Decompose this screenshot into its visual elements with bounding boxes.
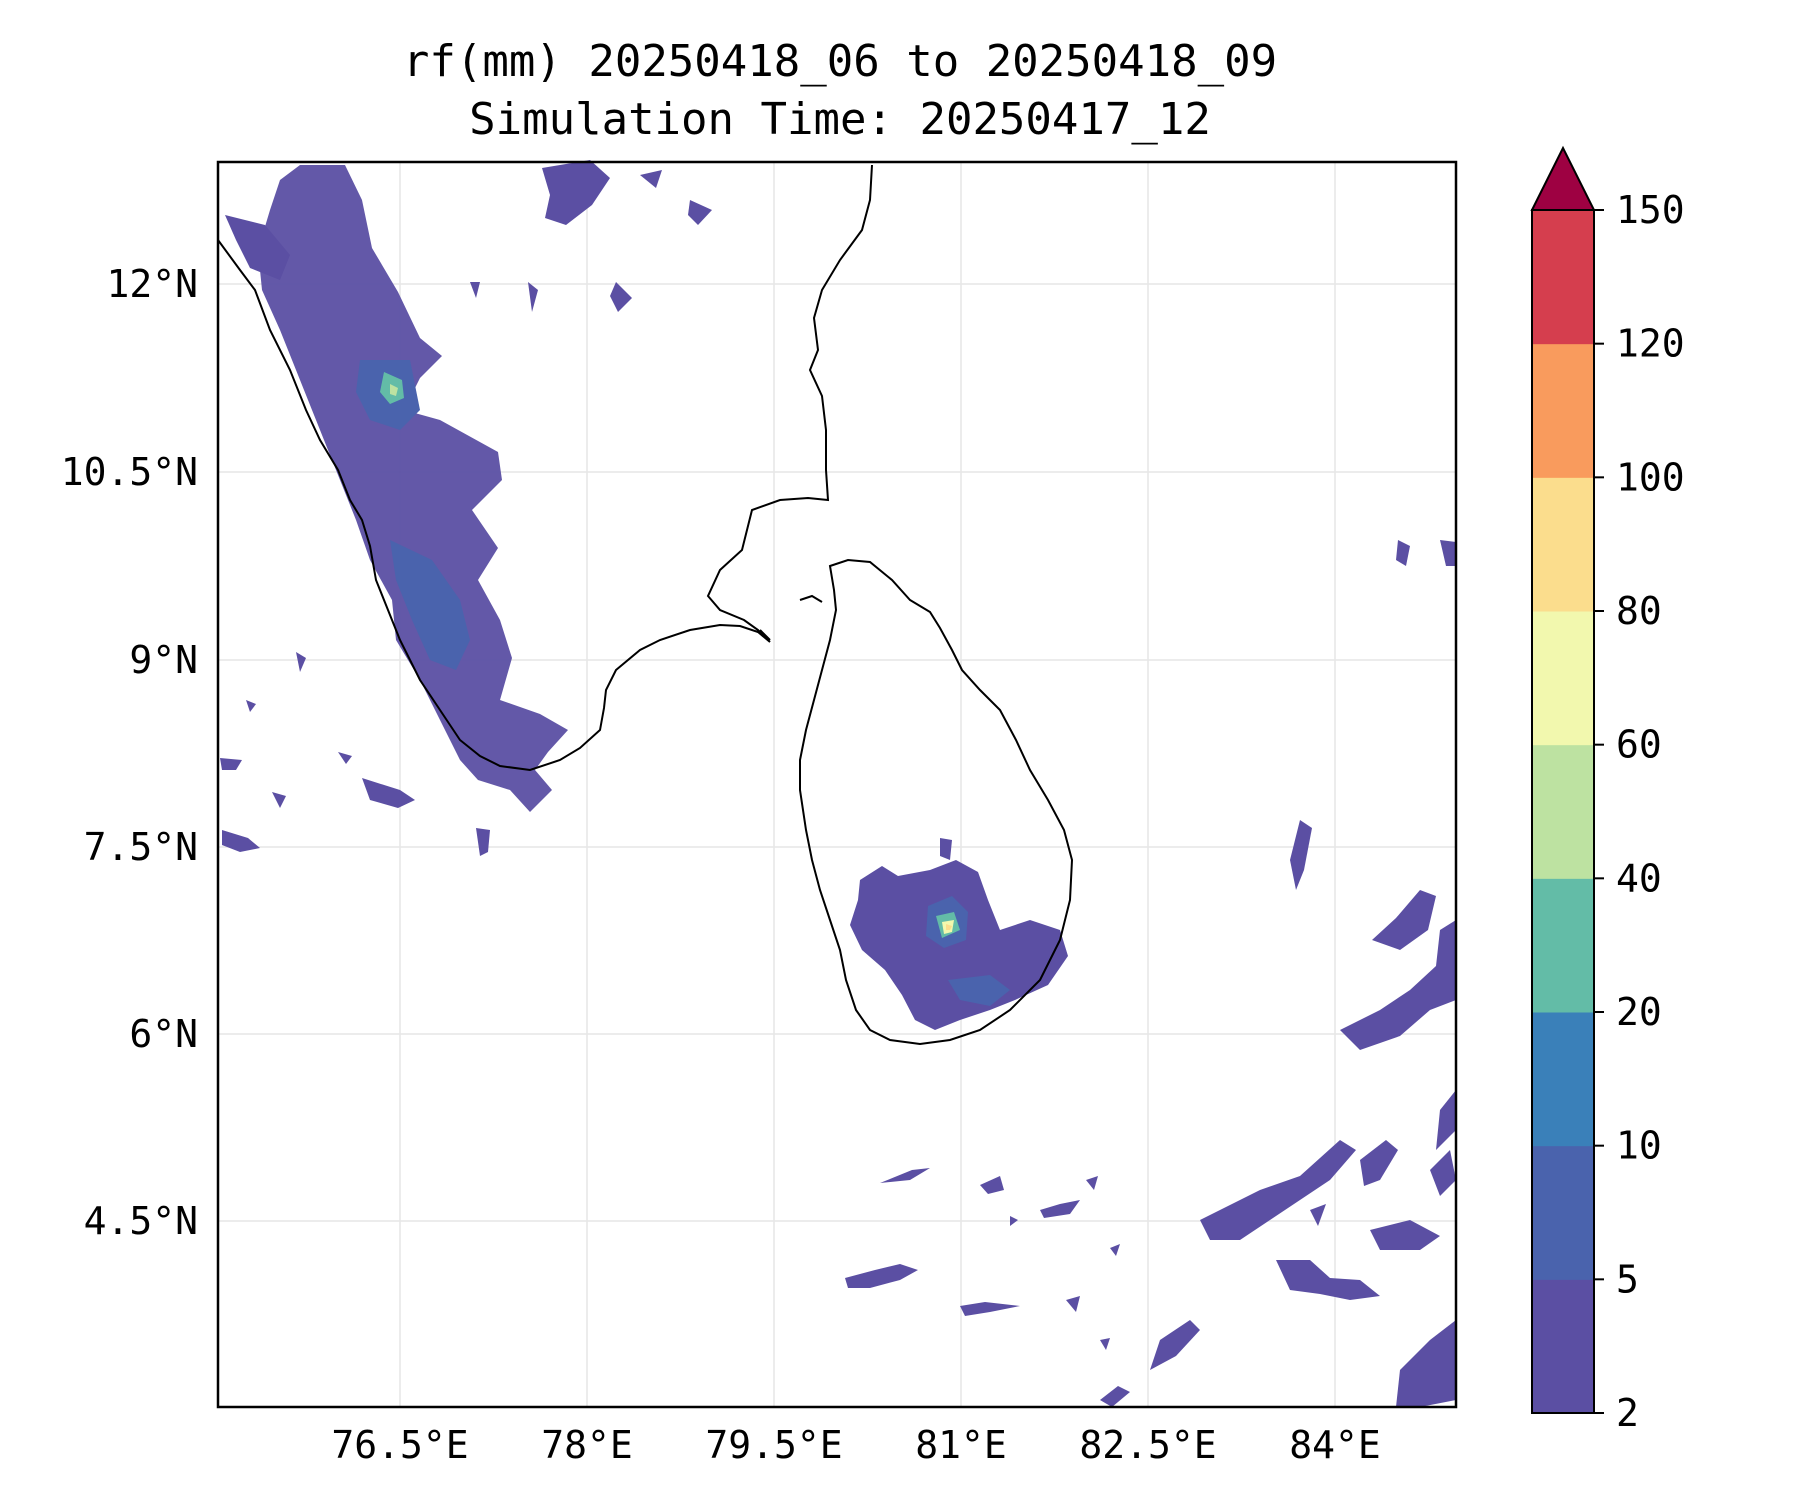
rain-bob-12	[1396, 1320, 1456, 1407]
x-tick-label: 76.5°E	[331, 1423, 468, 1467]
colorbar-tick-label: 100	[1616, 455, 1685, 499]
rainfall-contours	[220, 160, 1456, 1407]
rain-arabian-2	[220, 758, 242, 770]
coast-india-west	[217, 164, 873, 772]
rain-south-6	[1086, 1176, 1098, 1190]
rain-south-8	[1066, 1296, 1080, 1312]
y-tick-label: 12°N	[106, 262, 198, 306]
rain-north-2	[688, 200, 712, 225]
colorbar-tick-label: 120	[1616, 322, 1685, 366]
rain-south-9	[1100, 1338, 1110, 1350]
rain-bob-7	[1200, 1140, 1356, 1240]
rain-bob-4	[1372, 890, 1436, 950]
rain-western-ghats	[258, 165, 568, 812]
colorbar-tick-label: 20	[1616, 990, 1662, 1034]
colorbar-segment	[1532, 477, 1594, 612]
rain-south-7	[1010, 1216, 1018, 1226]
y-tick-label: 9°N	[129, 638, 198, 682]
coastlines	[217, 164, 1074, 1046]
rain-bob-13	[1100, 1386, 1130, 1407]
x-tick-label: 81°E	[915, 1423, 1007, 1467]
x-tick-label: 78°E	[541, 1423, 633, 1467]
rain-bob-11	[1370, 1220, 1440, 1250]
rain-south-1	[845, 1264, 918, 1288]
title-line-2: Simulation Time: 20250417_12	[469, 94, 1211, 145]
rain-arabian-6	[296, 652, 306, 672]
rain-bob-10	[1150, 1320, 1200, 1370]
rain-north-5	[528, 282, 538, 312]
rain-sri-lanka-south	[948, 975, 1010, 1006]
map-frame	[216, 160, 1458, 1409]
y-tick-label: 7.5°N	[84, 825, 198, 869]
rain-bob-14	[1430, 1150, 1456, 1196]
map-panel	[216, 160, 1458, 1409]
colorbar-segment	[1532, 210, 1594, 345]
y-axis: 12°N 10.5°N 9°N 7.5°N 6°N 4.5°N	[61, 262, 198, 1243]
x-tick-label: 82.5°E	[1079, 1423, 1216, 1467]
rain-arabian-3	[272, 792, 286, 808]
rain-north-4	[640, 170, 662, 188]
colorbar: 2 5 10 20 40 60 80 100 120 150	[1530, 145, 1685, 1435]
rain-arabian-1	[362, 778, 415, 808]
colorbar-segment	[1532, 1012, 1594, 1147]
rain-bob-15	[1310, 1204, 1326, 1226]
x-tick-label: 84°E	[1289, 1423, 1381, 1467]
colorbar-tick-label: 80	[1616, 589, 1662, 633]
rain-north-6	[470, 282, 480, 298]
rain-sri-lanka	[850, 860, 1068, 1030]
colorbar-tick-label: 2	[1616, 1391, 1639, 1435]
rain-south-2	[960, 1302, 1020, 1316]
rain-sri-lanka-peak	[946, 924, 952, 930]
rain-bob-9	[1276, 1260, 1380, 1300]
colorbar-tick-label: 5	[1616, 1257, 1639, 1301]
rain-ghats-lower	[390, 540, 470, 670]
x-axis: 76.5°E 78°E 79.5°E 81°E 82.5°E 84°E	[331, 1423, 1380, 1467]
rain-south-4	[980, 1176, 1004, 1194]
colorbar-segment	[1532, 343, 1594, 478]
coast-sri-lanka	[799, 558, 1074, 1046]
rain-bob-1	[1290, 820, 1312, 890]
colorbar-segment	[1532, 1279, 1594, 1414]
rain-bob-5	[1340, 920, 1456, 1050]
colorbar-tick-label: 10	[1616, 1124, 1662, 1168]
rain-south-3	[1040, 1200, 1080, 1218]
rain-arabian-8	[338, 752, 352, 764]
colorbar-extend-arrow	[1530, 145, 1596, 211]
colorbar-tick-label: 40	[1616, 856, 1662, 900]
rain-arabian-5	[476, 828, 490, 856]
y-tick-label: 6°N	[129, 1012, 198, 1056]
x-tick-label: 79.5°E	[705, 1423, 842, 1467]
coast-mannar	[759, 594, 823, 641]
rain-bob-2	[1396, 540, 1410, 566]
rain-arabian-4	[222, 830, 260, 852]
rain-north-3	[610, 282, 632, 312]
rain-sri-lanka-n	[940, 838, 952, 860]
rain-arabian-7	[246, 700, 256, 712]
rain-south-10	[1110, 1244, 1120, 1256]
colorbar-outline	[1531, 209, 1595, 1414]
colorbar-tick-label: 150	[1616, 188, 1685, 232]
colorbar-segment	[1532, 1145, 1594, 1280]
colorbar-tick-label: 60	[1616, 723, 1662, 767]
colorbar-segment	[1532, 878, 1594, 1013]
rain-south-5	[880, 1168, 930, 1183]
rain-bob-6	[1436, 1090, 1456, 1150]
rain-bob-3	[1440, 540, 1456, 566]
y-tick-label: 10.5°N	[61, 450, 198, 494]
colorbar-segment	[1532, 611, 1594, 746]
title-line-1: rf(mm) 20250418_06 to 20250418_09	[403, 36, 1277, 87]
rain-north-1	[542, 160, 610, 225]
rain-kerala-north	[225, 215, 290, 280]
rain-bob-8	[1360, 1140, 1398, 1186]
colorbar-segment	[1532, 744, 1594, 879]
rain-nilgiri-peak	[390, 384, 398, 396]
y-tick-label: 4.5°N	[84, 1199, 198, 1243]
